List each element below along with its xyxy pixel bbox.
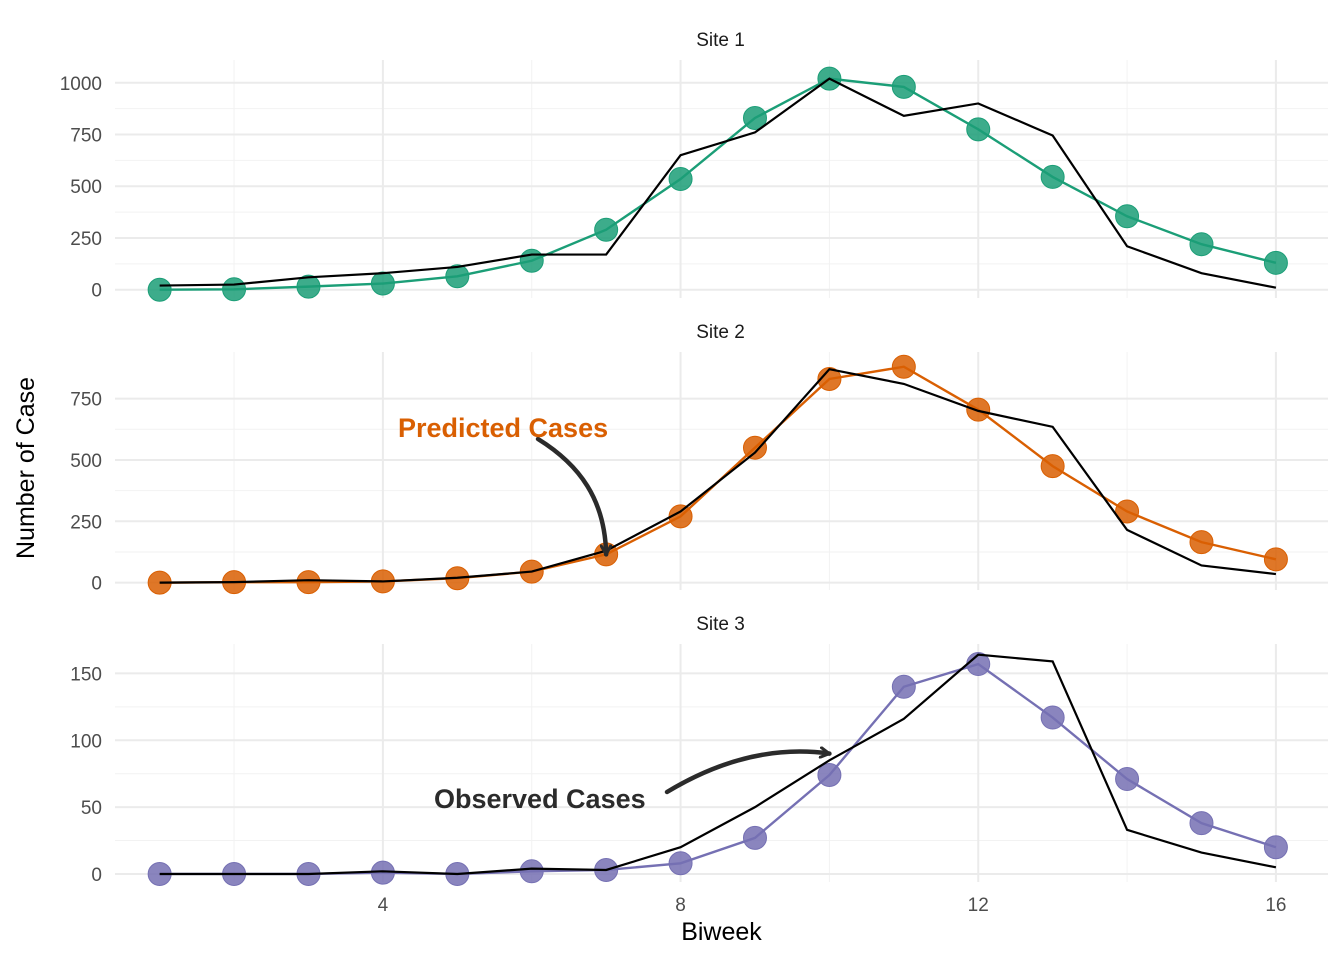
predicted-point [966,117,991,142]
predicted-point [742,105,767,130]
y-tick-label: 0 [91,281,102,302]
predicted-point [1040,705,1065,730]
y-axis-title: Number of Case [12,377,40,559]
predicted-point [1040,164,1065,189]
annotation-label: Observed Cases [434,784,646,814]
predicted-point [222,277,247,302]
y-tick-label: 500 [70,177,102,198]
facet-panel: 0 250 500 750 Site 2 [70,322,1328,595]
y-tick-label: 0 [91,574,102,595]
predicted-series-line [159,77,1277,291]
facet-panel: 0 50 100 150 Site 3 4 8 12 16 [70,614,1328,916]
facet-strip-label: Site 2 [696,322,745,343]
facet-strip-label: Site 1 [696,30,745,51]
y-tick-label: 100 [70,731,102,752]
predicted-point [1189,530,1214,555]
predicted-point [742,825,767,850]
predicted-point [1115,204,1140,229]
y-tick-label: 250 [70,512,102,533]
predicted-point [891,74,916,99]
predicted-point [1040,454,1065,479]
facet-panel: 0 250 500 750 1000 Site 1 [60,30,1328,302]
predicted-point [445,264,470,289]
predicted-point [1263,547,1288,572]
predicted-point [966,397,991,422]
predicted-point [891,674,916,699]
annotation-arrow [664,752,832,795]
y-tick-label: 150 [70,664,102,685]
predicted-point [1115,767,1140,792]
predicted-point [1189,232,1214,257]
observed-series-line [159,653,1277,876]
predicted-point [1115,499,1140,524]
predicted-point [594,217,619,242]
predicted-point [817,763,842,788]
predicted-point [519,859,544,884]
predicted-point [1263,250,1288,275]
predicted-point [1189,811,1214,836]
predicted-point [742,435,767,460]
predicted-point [296,570,321,595]
observed-series-line [159,367,1277,584]
y-tick-label: 0 [91,865,102,886]
predicted-point [147,277,172,302]
y-tick-label: 250 [70,229,102,250]
predicted-point [370,271,395,296]
predicted-point [668,851,693,876]
y-tick-label: 1000 [60,74,102,95]
annotation-label: Predicted Cases [398,413,608,443]
x-axis-title: Biweek [681,918,762,946]
facet-strip-label: Site 3 [696,614,745,635]
y-tick-label: 750 [70,390,102,411]
y-tick-label: 750 [70,126,102,147]
x-tick-label: 8 [675,895,686,916]
observed-series-line [159,77,1277,289]
annotation-arrow [535,436,606,557]
predicted-point [891,354,916,379]
x-tick-label: 4 [378,895,389,916]
annotation: Observed Cases [434,752,832,814]
predicted-point [668,167,693,191]
x-tick-label: 16 [1265,895,1286,916]
predicted-point [519,248,544,273]
x-tick-label: 12 [968,895,989,916]
y-tick-label: 50 [81,798,102,819]
annotation: Predicted Cases [398,413,608,557]
predicted-point [296,274,321,299]
predicted-point [1263,835,1288,860]
predicted-point [817,366,842,391]
y-tick-label: 500 [70,451,102,472]
